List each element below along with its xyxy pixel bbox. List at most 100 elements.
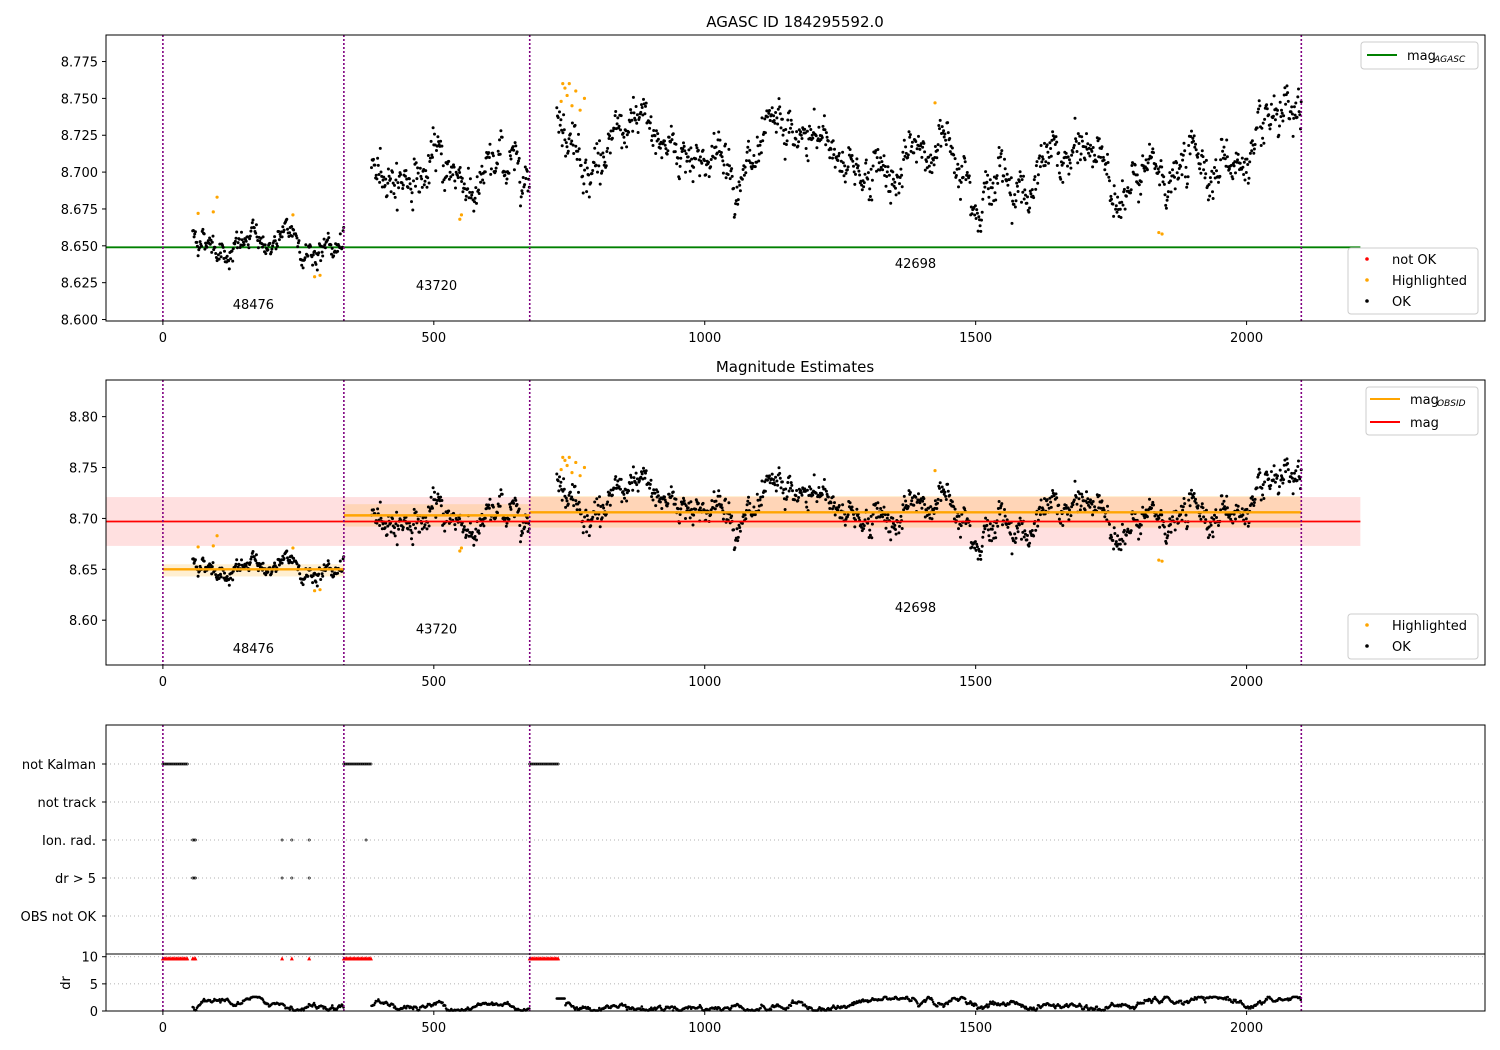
ok-point [682,144,686,148]
flag-marker [362,762,366,766]
dr-point [1299,998,1302,1001]
ok-point [252,555,256,559]
ok-point [1026,195,1029,199]
ok-point [784,497,788,501]
ok-point [1080,495,1084,499]
ok-point [458,171,462,174]
ok-point [454,186,457,190]
ok-point [562,128,566,132]
ok-point [1201,155,1205,159]
ok-point [1194,497,1197,501]
ok-point [435,149,438,152]
ok-point [491,151,495,155]
ok-point [457,168,461,172]
ok-point [574,144,578,148]
ok-point [770,106,774,110]
ok-point [862,527,866,531]
ok-point [904,499,908,503]
ok-point [473,535,477,538]
flag-marker [540,762,544,766]
flag-marker [552,762,556,766]
ok-point [1046,150,1050,154]
ok-point [193,230,197,234]
ok-point [942,135,946,139]
ok-point [788,474,792,478]
ok-point [778,105,782,109]
flag-marker [531,762,534,766]
ok-point [961,175,965,179]
ok-point [775,479,779,483]
ok-point [935,507,939,510]
flag-marker [185,762,189,766]
ok-point [306,574,310,578]
ok-point [685,159,689,163]
ok-point [208,236,212,240]
ok-point [999,152,1003,156]
flag-marker [361,762,365,766]
ok-point [223,571,226,575]
ok-point [1139,180,1143,184]
ok-point [219,575,223,579]
ok-point [1115,210,1119,214]
ok-point [1290,471,1294,475]
ok-point [1116,195,1120,199]
ok-point [1179,513,1183,516]
ok-point [1086,497,1090,501]
ok-point [799,489,803,492]
ok-point [418,190,422,194]
ok-point [1022,197,1026,201]
ok-point [604,164,608,168]
ok-point [689,146,693,150]
ok-point [619,487,622,491]
ok-point [828,156,832,160]
dr-point [1231,1001,1235,1004]
ok-point [406,186,410,189]
ok-point [780,117,784,121]
ok-point [264,252,268,256]
ok-point [1248,160,1252,164]
highlighted-point [318,588,322,592]
ok-point [1102,508,1106,512]
highlighted-point [211,544,215,548]
ok-point [1206,536,1210,540]
ok-point [468,530,472,534]
flag-marker [179,762,182,766]
ok-point [231,259,235,263]
ok-point [746,499,750,503]
ok-point [1101,155,1105,159]
ok-point [1225,138,1229,142]
ok-point [512,168,516,172]
ok-point [1290,476,1294,480]
ok-point [1129,529,1133,533]
ok-point [712,490,716,494]
ok-point [1091,500,1095,503]
ok-point [900,173,904,177]
ok-point [433,490,436,494]
ok-point [898,182,901,186]
flag-label-4: OBS not OK [21,910,97,925]
flag-marker [357,762,361,766]
ok-point [522,185,526,189]
ok-point [1288,117,1292,121]
ok-point [1297,87,1300,91]
ok-point [1120,200,1124,204]
ok-point [1071,503,1075,507]
ok-point [631,488,635,492]
flag-marker [307,838,311,842]
ok-point [840,516,844,520]
ok-point [382,175,386,179]
ok-point [679,507,683,511]
ok-point [741,168,745,171]
ok-point [1241,165,1245,169]
ok-point [525,516,529,520]
ok-point [1225,155,1229,159]
ok-point [936,497,940,501]
ok-point [1204,158,1208,162]
ok-point [688,159,692,163]
ok-point [217,577,221,580]
ok-point [392,531,396,535]
ok-point [858,173,862,177]
ok-point [942,129,946,133]
ok-point [1013,541,1017,544]
ok-point [1095,160,1099,163]
